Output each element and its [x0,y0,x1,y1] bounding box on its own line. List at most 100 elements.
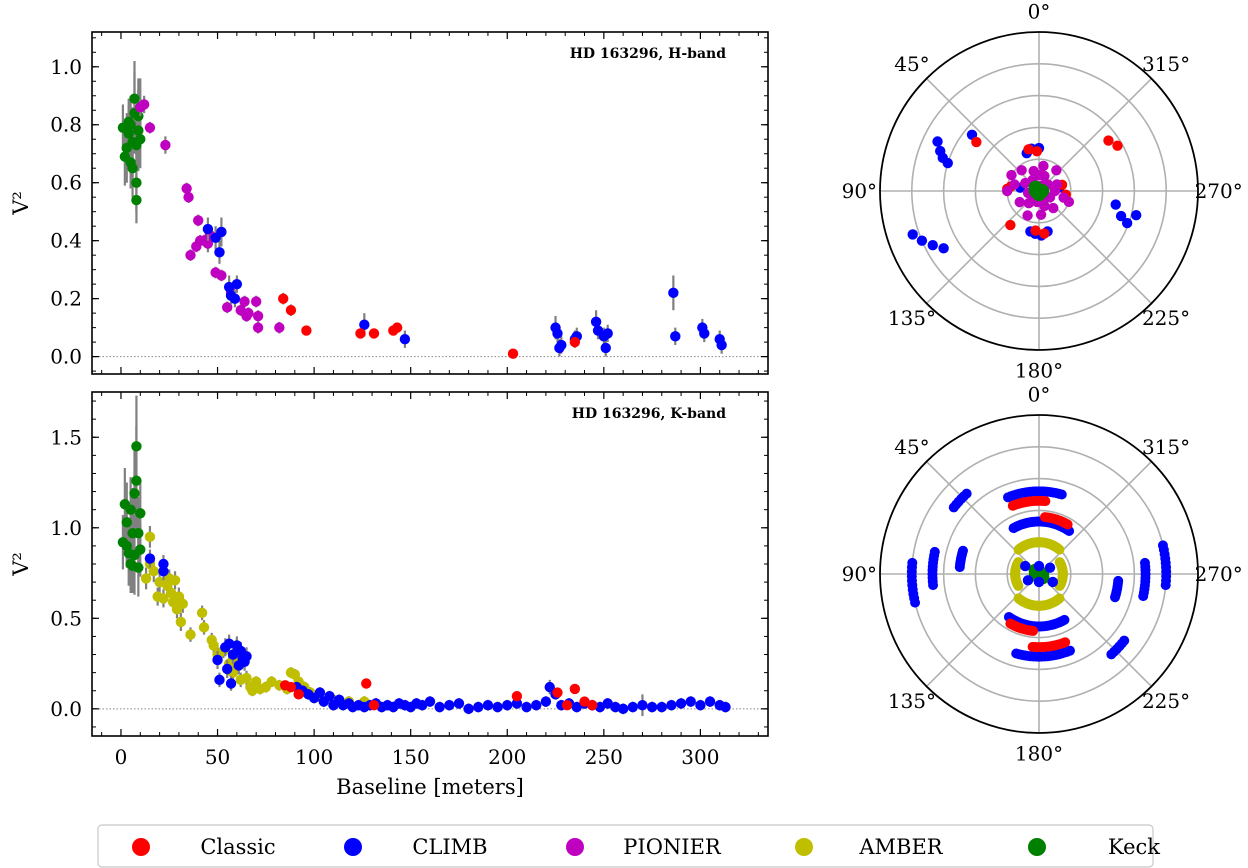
data-point [716,339,727,351]
data-point [938,243,949,254]
legend-label: Keck [1108,835,1160,859]
data-point [544,681,555,693]
data-point [1016,165,1027,176]
arc-amber [1013,537,1065,555]
data-point [511,698,523,709]
data-point [208,640,219,651]
data-point [368,328,380,339]
panel-title: HD 163296, K-band [572,406,726,422]
data-point [561,700,573,711]
data-point [1030,225,1041,236]
data-point [948,502,959,513]
data-point [144,531,156,543]
data-point [1022,210,1033,221]
arc-amber [1054,557,1068,591]
data-point [135,508,146,519]
polar-frame [879,414,1199,734]
polar-panel-3: 0° 45° 90° 135° 180° 225° 270° 315° [842,382,1243,765]
y-tick-label: 0.5 [50,606,82,630]
x-tick-label: 50 [205,745,230,769]
data-point [127,163,138,174]
legend-label: AMBER [858,835,943,859]
series-keck [117,60,146,224]
polar-angle-label: 315° [1142,435,1190,459]
x-axis-label: Baseline [meters] [336,775,524,799]
data-point [158,593,169,604]
data-point [1028,180,1043,195]
data-point [133,125,144,136]
series-climb [144,549,731,717]
y-tick-label: 0.0 [50,345,82,369]
arc-amber [1013,593,1065,611]
data-point [646,701,658,713]
data-point [198,622,210,633]
polar-grid-spoke [1038,461,1152,575]
legend-marker [795,838,813,856]
data-point [278,293,289,304]
arc-climb [1110,575,1124,603]
data-point [165,587,177,599]
arc-climb [1011,645,1075,662]
data-point [637,700,648,711]
data-point [359,319,370,330]
data-point [1039,228,1050,239]
arc-climb [1157,540,1172,591]
data-point [502,700,513,711]
legend-item-classic: Classic [132,835,276,859]
data-point [463,703,474,715]
data-point [670,331,681,342]
data-point [473,701,484,713]
data-point [314,687,326,698]
data-point [932,136,943,147]
data-point [1028,625,1039,636]
data-point [266,676,277,687]
data-point [1020,177,1031,189]
data-point [196,607,208,619]
data-point [127,560,138,572]
series-climb [1020,560,1058,588]
data-point [1003,492,1014,503]
data-point [293,689,304,700]
x-tick-label: 200 [488,745,526,769]
data-point [695,700,706,711]
data-point [252,310,264,322]
data-point [1044,562,1056,573]
arc-classic [1027,637,1071,653]
data-point [1006,169,1017,181]
data-point [1051,165,1062,176]
panel-1: 0 50 100 150 200 250 300 0.0 0.5 1.0 1.5 HD 163296,… [9,391,769,799]
data-point [685,696,696,707]
polar-angle-label: 90° [842,562,877,586]
data-point [424,696,436,707]
polar-grid-spoke [926,461,1040,575]
data-point [239,296,250,307]
data-point [241,672,252,684]
data-point [928,580,939,591]
data-point [1110,199,1121,210]
legend-marker [1028,838,1046,856]
data-point [129,93,140,104]
data-point [540,696,552,707]
data-point [185,629,196,640]
data-point [361,678,372,689]
y-tick-label: 0.4 [50,229,82,253]
data-point [954,562,965,573]
polar-angle-label: 0° [1028,0,1051,23]
data-point [927,239,938,251]
data-point [1014,196,1025,208]
polar-angle-label: 270° [1195,179,1243,203]
data-point [121,540,132,552]
data-point [222,663,233,675]
panel-0: 0.0 0.2 0.4 0.6 0.8 1.0 HD 163296, H-band V² [9,31,769,375]
data-point [154,576,165,588]
series-classic [279,678,598,711]
data-point [521,701,532,713]
series-classic [278,292,581,359]
data-point [587,700,598,711]
arc-climb [954,545,968,573]
data-point [225,678,237,689]
data-point [169,575,181,586]
data-point [1115,210,1127,222]
data-point [123,116,134,128]
polar-angle-label: 315° [1142,52,1190,76]
